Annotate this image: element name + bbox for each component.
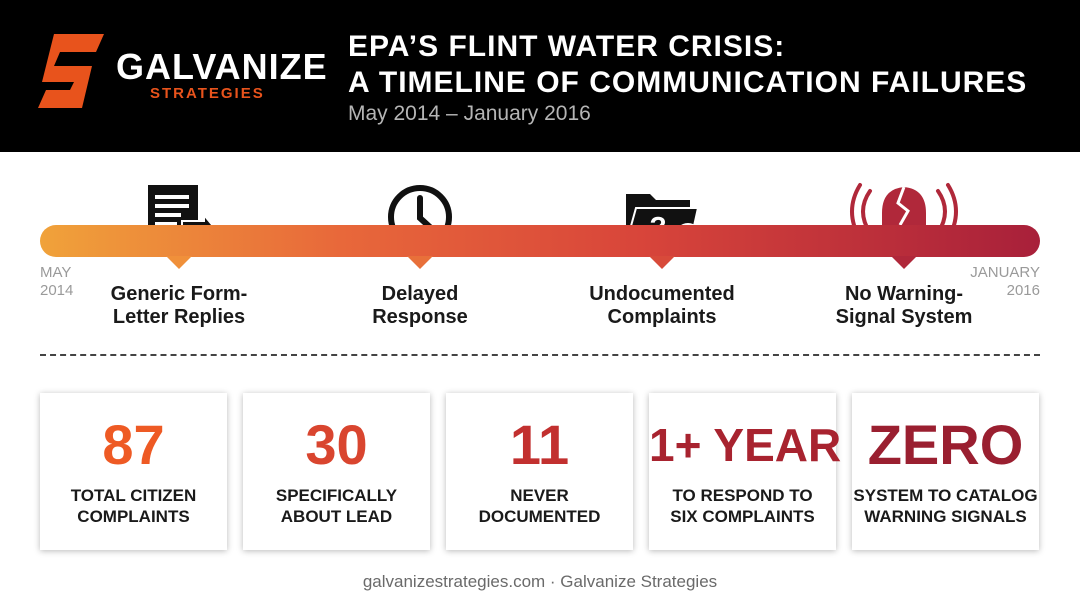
timeline-pointer-4 [891, 256, 917, 269]
title-line-1: EPA’S FLINT WATER CRISIS: [348, 30, 786, 63]
timeline-pointer-3 [649, 256, 675, 269]
timeline-start-label: MAY 2014 [40, 264, 74, 299]
header-banner: GALVANIZE STRATEGIES EPA’S FLINT WATER C… [0, 0, 1080, 152]
stat-label: TO RESPOND TO SIX COMPLAINTS [670, 486, 815, 526]
timeline-pointer-2 [407, 256, 433, 269]
milestone-label-3: Undocumented Complaints [589, 283, 735, 328]
stat-value: 30 [305, 413, 368, 476]
stat-value: 87 [102, 413, 165, 476]
stat-card-never-documented: 11 NEVER DOCUMENTED [446, 393, 633, 550]
timeline-bar [40, 225, 1040, 257]
stat-value: 1+ YEAR [649, 419, 842, 471]
stat-label: TOTAL CITIZEN COMPLAINTS [70, 486, 197, 526]
subtitle: May 2014 – January 2016 [348, 102, 591, 125]
stat-card-response-time: 1+ YEAR TO RESPOND TO SIX COMPLAINTS [649, 393, 842, 550]
stat-label: NEVER DOCUMENTED [478, 486, 601, 526]
stat-value: ZERO [867, 413, 1024, 476]
brand-name: GALVANIZE [116, 46, 328, 87]
timeline-end-label: JANUARY 2016 [970, 264, 1040, 299]
milestone-label-4: No Warning- Signal System [835, 283, 973, 328]
stat-card-total-complaints: 87 TOTAL CITIZEN COMPLAINTS [40, 393, 227, 550]
milestone-label-2: Delayed Response [372, 283, 468, 328]
milestone-label-1: Generic Form- Letter Replies [110, 283, 248, 328]
timeline-pointer-1 [166, 256, 192, 269]
stat-label: SPECIFICALLY ABOUT LEAD [275, 486, 398, 526]
dashed-divider [40, 354, 1040, 356]
stat-card-about-lead: 30 SPECIFICALLY ABOUT LEAD [243, 393, 430, 550]
stat-label: SYSTEM TO CATALOG WARNING SIGNALS [853, 486, 1038, 526]
footer-credit: galvanizestrategies.com · Galvanize Stra… [362, 572, 718, 591]
stat-card-warning-system: ZERO SYSTEM TO CATALOG WARNING SIGNALS [852, 393, 1039, 550]
galvanize-g-logo [38, 34, 104, 108]
brand-sub: STRATEGIES [150, 85, 265, 102]
stat-value: 11 [509, 413, 570, 476]
title-line-2: A TIMELINE OF COMMUNICATION FAILURES [348, 66, 1028, 99]
